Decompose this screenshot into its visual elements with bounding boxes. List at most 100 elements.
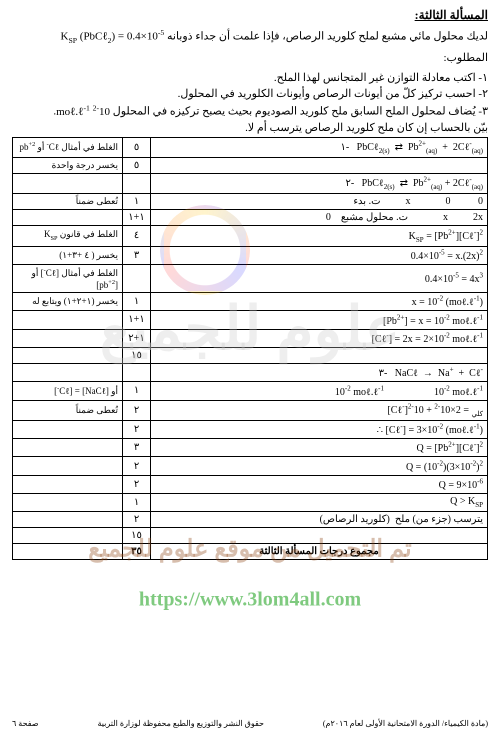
score-cell: ١٥ <box>123 528 151 544</box>
notes-cell: الغلط في أمثال [Cℓ-] أو [pb+2] <box>13 264 123 292</box>
notes-cell <box>13 311 123 329</box>
table-row: ١٥ <box>13 528 488 544</box>
score-cell: ٢ <box>123 512 151 528</box>
score-cell: ١ <box>123 494 151 512</box>
content-cell: x = 10-2 (moℓ.ℓ-1) <box>151 292 488 310</box>
score-cell: ١+١ <box>123 311 151 329</box>
table-row: ∴ [Cℓ-] = 3×10-2 (moℓ.ℓ-1)٢ <box>13 420 488 438</box>
content-cell <box>151 528 488 544</box>
notes-cell <box>13 475 123 493</box>
content-cell: Q > KSP <box>151 494 488 512</box>
table-row: Q = (10-2)(3×10-2)2٢ <box>13 457 488 475</box>
table-row: [Pb2+] = x = 10-2 moℓ.ℓ-1١+١ <box>13 311 488 329</box>
score-cell: ٥ <box>123 137 151 157</box>
content-cell: ٢- PbCℓ2(s) ⇄ Pb2+(aq) + 2Cℓ-(aq) <box>151 173 488 193</box>
notes-cell <box>13 494 123 512</box>
score-cell: ١ <box>123 382 151 400</box>
notes-cell: يخسر (١+٢+١) ويتابع له <box>13 292 123 310</box>
score-cell: ١٥ <box>123 347 151 363</box>
footer-right: (مادة الكيمياء/ الدورة الامتحانية الأولى… <box>323 719 488 728</box>
table-row: KSP = [Pb2+][Cℓ-]2٤الغلط في قانون KSP <box>13 226 488 246</box>
score-cell <box>123 173 151 193</box>
page-footer: (مادة الكيمياء/ الدورة الامتحانية الأولى… <box>12 719 488 728</box>
notes-cell: الغلط في أمثال Cℓ- أو pb+2 <box>13 137 123 157</box>
content-cell: ت. محلول مشبع 0 x 2x <box>151 210 488 226</box>
content-cell: 10-2 moℓ.ℓ-1 10-2 moℓ.ℓ-1 <box>151 382 488 400</box>
notes-cell: أو [NaCℓ] = [Cℓ-] <box>13 382 123 400</box>
notes-cell: تُعطى ضمناً <box>13 194 123 210</box>
content-cell <box>151 157 488 173</box>
watermark-url: https://www.3lom4all.com <box>139 589 361 612</box>
requirement-3: ٣- يُضاف لمحلول الملح السابق ملح كلوريد … <box>12 103 488 118</box>
content-cell: Q = [Pb2+][Cℓ-]2 <box>151 439 488 457</box>
intro-req-label: المطلوب: <box>12 50 488 67</box>
score-cell: ١+٢ <box>123 329 151 347</box>
table-row: 10-2 moℓ.ℓ-1 10-2 moℓ.ℓ-1١أو [NaCℓ] = [C… <box>13 382 488 400</box>
table-row: ٢- PbCℓ2(s) ⇄ Pb2+(aq) + 2Cℓ-(aq) <box>13 173 488 193</box>
content-cell: [Cℓ-] = 2x = 2×10-2 moℓ.ℓ-1 <box>151 329 488 347</box>
score-cell: ٣ <box>123 246 151 264</box>
table-row: ١٥ <box>13 347 488 363</box>
notes-cell <box>13 420 123 438</box>
total-row: مجموع درجات المسألة الثالثة ٣٥ <box>13 544 488 560</box>
intro-text: لديك محلول مائي مشبع لملح كلوريد الرصاص،… <box>167 31 488 43</box>
footer-center: حقوق النشر والتوزيع والطبع محفوظة لوزارة… <box>97 719 264 728</box>
content-cell: Q = 9×10-6 <box>151 475 488 493</box>
content-cell: ١- PbCℓ2(s) ⇄ Pb2+(aq) + 2Cℓ-(aq) <box>151 137 488 157</box>
content-cell: ت. بدء x 0 0 <box>151 194 488 210</box>
content-cell: [Cℓ-]كلي = 2×10-2 + 10-2 <box>151 400 488 420</box>
requirement-1: ١- اكتب معادلة التوازن غير المتجانس لهذا… <box>12 71 488 84</box>
notes-cell <box>13 210 123 226</box>
requirement-4: بيّن بالحساب إن كان ملح كلوريد الرصاص يت… <box>12 121 488 134</box>
notes-cell <box>13 528 123 544</box>
content-cell: KSP = [Pb2+][Cℓ-]2 <box>151 226 488 246</box>
score-cell: ٥ <box>123 157 151 173</box>
footer-left: صفحة ٦ <box>12 719 39 728</box>
table-row: Q = [Pb2+][Cℓ-]2٣ <box>13 439 488 457</box>
table-row: ت. محلول مشبع 0 x 2x١+١ <box>13 210 488 226</box>
content-cell: يترسب (جزء من) ملح (كلوريد الرصاص) <box>151 512 488 528</box>
table-row: x = 10-2 (moℓ.ℓ-1)١يخسر (١+٢+١) ويتابع ل… <box>13 292 488 310</box>
content-cell: Q = (10-2)(3×10-2)2 <box>151 457 488 475</box>
table-row: ٥يخسر درجة واحدة <box>13 157 488 173</box>
score-cell: ٢ <box>123 420 151 438</box>
score-cell: ١ <box>123 194 151 210</box>
notes-cell: تُعطى ضمناً <box>13 400 123 420</box>
notes-cell <box>13 173 123 193</box>
score-cell: ١+١ <box>123 210 151 226</box>
notes-cell <box>13 363 123 381</box>
notes-cell: يخسر ( ٤ +٣+١) <box>13 246 123 264</box>
notes-cell: يخسر درجة واحدة <box>13 157 123 173</box>
content-cell: ٣- NaCℓ → Na+ + Cℓ- <box>151 363 488 381</box>
score-cell: ٣ <box>123 439 151 457</box>
score-cell: ٢ <box>123 457 151 475</box>
content-cell: 0.4×10-5 = x.(2x)2 <box>151 246 488 264</box>
table-row: 0.4×10-5 = x.(2x)2٣يخسر ( ٤ +٣+١) <box>13 246 488 264</box>
table-row: يترسب (جزء من) ملح (كلوريد الرصاص)٢ <box>13 512 488 528</box>
score-cell <box>123 264 151 292</box>
table-row: [Cℓ-] = 2x = 2×10-2 moℓ.ℓ-1١+٢ <box>13 329 488 347</box>
notes-cell <box>13 329 123 347</box>
score-cell: ٤ <box>123 226 151 246</box>
content-cell: [Pb2+] = x = 10-2 moℓ.ℓ-1 <box>151 311 488 329</box>
table-row: ١- PbCℓ2(s) ⇄ Pb2+(aq) + 2Cℓ-(aq)٥الغلط … <box>13 137 488 157</box>
notes-cell: الغلط في قانون KSP <box>13 226 123 246</box>
intro-line-1: لديك محلول مائي مشبع لملح كلوريد الرصاص،… <box>12 27 488 46</box>
score-cell: ٢ <box>123 475 151 493</box>
score-cell: ١ <box>123 292 151 310</box>
solution-table: ١- PbCℓ2(s) ⇄ Pb2+(aq) + 2Cℓ-(aq)٥الغلط … <box>12 137 488 561</box>
score-cell: ٢ <box>123 400 151 420</box>
ksp-value: KSP (PbCℓ2) = 0.4×10-5 <box>61 27 165 46</box>
total-label: مجموع درجات المسألة الثالثة <box>151 544 488 560</box>
table-row: ٣- NaCℓ → Na+ + Cℓ- <box>13 363 488 381</box>
table-row: 0.4×10-5 = 4x3 الغلط في أمثال [Cℓ-] أو [p… <box>13 264 488 292</box>
table-row: Q > KSP١ <box>13 494 488 512</box>
content-cell: 0.4×10-5 = 4x3 <box>151 264 488 292</box>
content-cell <box>151 347 488 363</box>
content-cell: ∴ [Cℓ-] = 3×10-2 (moℓ.ℓ-1) <box>151 420 488 438</box>
notes-cell <box>13 347 123 363</box>
total-score: ٣٥ <box>123 544 151 560</box>
notes-cell <box>13 457 123 475</box>
requirement-2: ٢- احسب تركيز كلّ من أيونات الرصاص وأيون… <box>12 87 488 100</box>
notes-cell <box>13 512 123 528</box>
